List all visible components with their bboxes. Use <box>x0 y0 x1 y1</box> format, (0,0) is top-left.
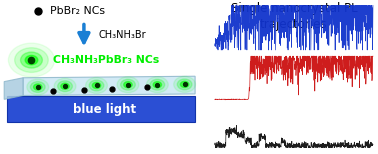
Polygon shape <box>7 96 195 122</box>
Text: Single nanocrystal PL
trajectories: Single nanocrystal PL trajectories <box>231 2 357 30</box>
Circle shape <box>180 81 189 87</box>
Circle shape <box>34 84 42 90</box>
Circle shape <box>8 43 54 77</box>
Text: PbBr₂ NCs: PbBr₂ NCs <box>50 6 105 16</box>
Circle shape <box>85 77 107 93</box>
Circle shape <box>30 82 45 92</box>
Circle shape <box>61 83 69 89</box>
Circle shape <box>117 77 139 93</box>
Circle shape <box>54 78 76 94</box>
Circle shape <box>177 79 192 90</box>
Circle shape <box>153 82 161 88</box>
Text: CH₃NH₃Br: CH₃NH₃Br <box>99 30 146 40</box>
Circle shape <box>27 79 49 95</box>
Circle shape <box>150 79 165 90</box>
Circle shape <box>174 76 195 92</box>
Circle shape <box>92 82 101 89</box>
Text: blue light: blue light <box>73 103 136 116</box>
Circle shape <box>146 77 168 93</box>
Circle shape <box>20 52 42 68</box>
Circle shape <box>89 80 104 91</box>
Circle shape <box>25 55 38 65</box>
Circle shape <box>15 48 48 72</box>
Polygon shape <box>23 76 195 95</box>
Text: CH₃NH₃PbBr₃ NCs: CH₃NH₃PbBr₃ NCs <box>54 55 160 65</box>
Circle shape <box>58 81 72 92</box>
Circle shape <box>124 82 132 88</box>
Circle shape <box>121 79 135 90</box>
Polygon shape <box>4 78 23 99</box>
